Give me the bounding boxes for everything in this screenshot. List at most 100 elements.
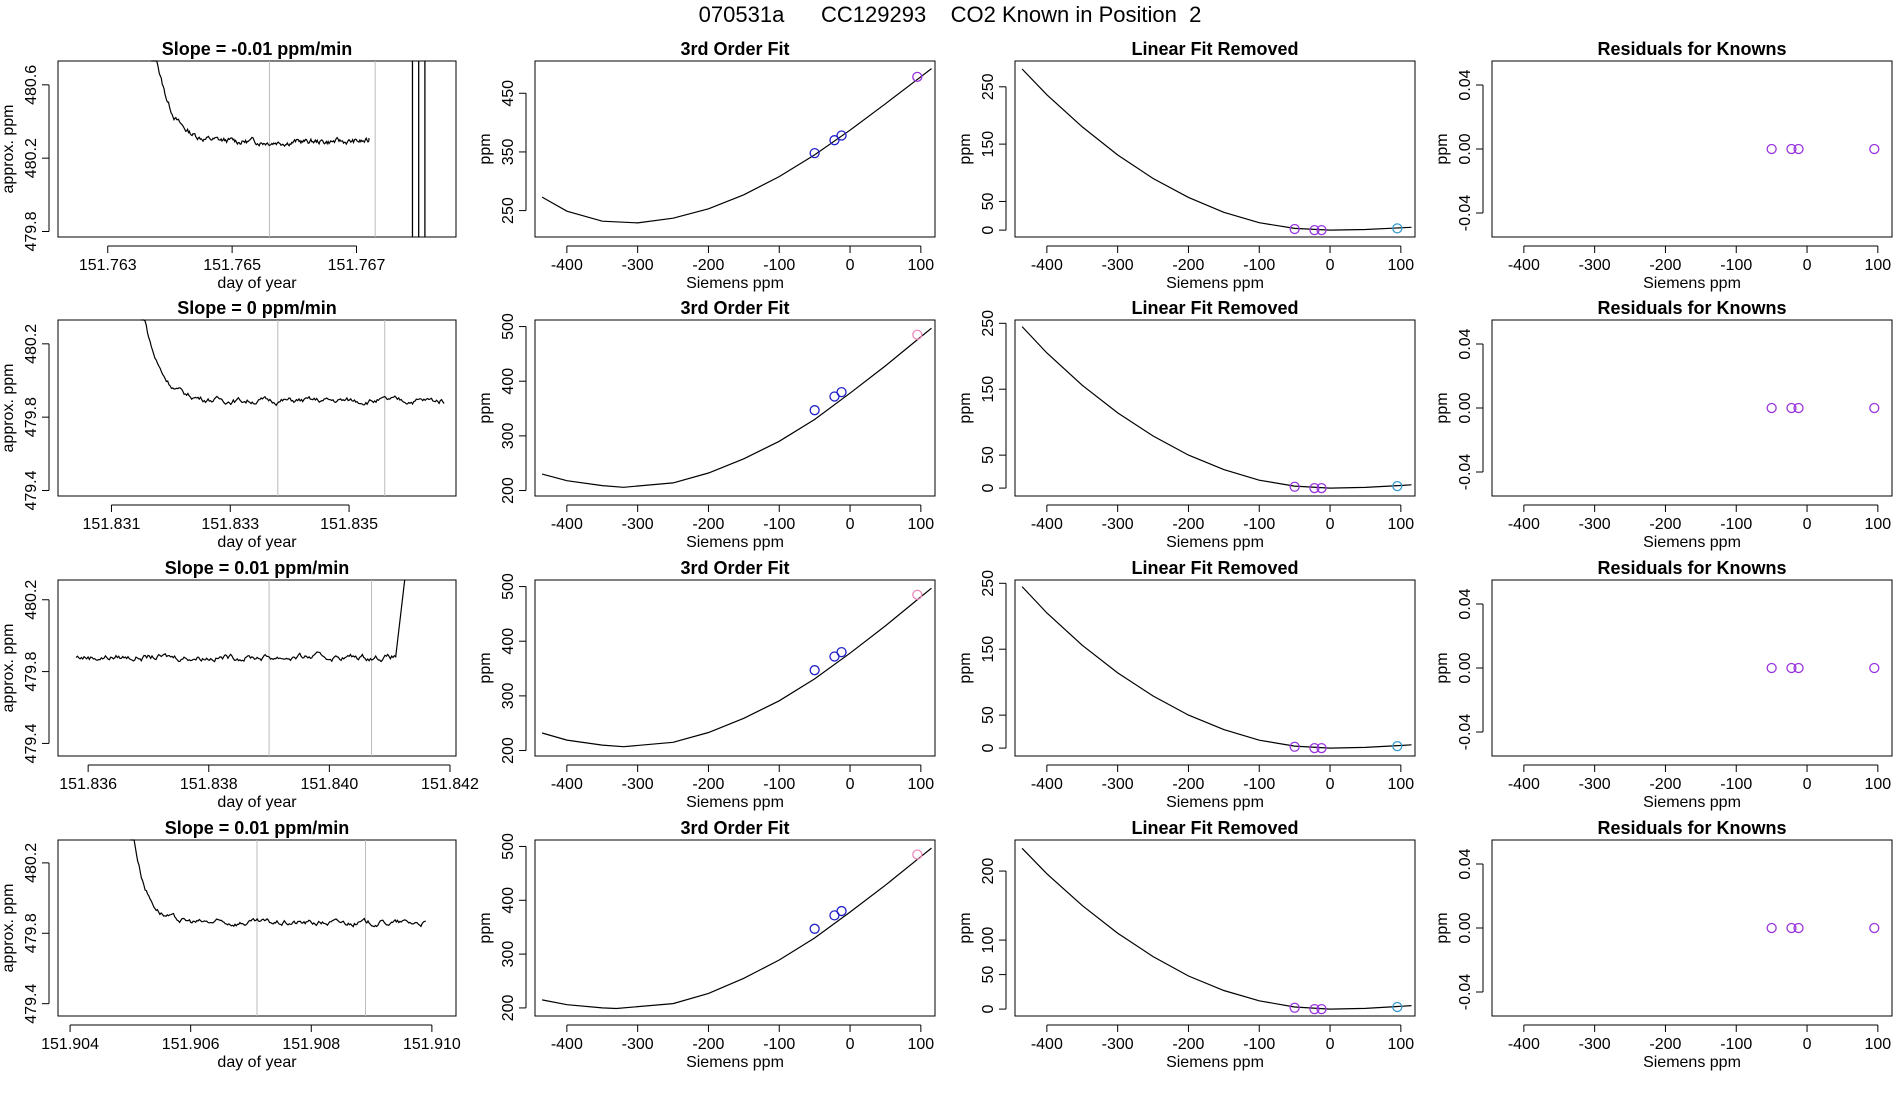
fit-known-point xyxy=(836,386,847,398)
residual-y-tick-label: -0.04 xyxy=(1457,974,1474,1011)
fit-x-tick-label: -100 xyxy=(763,257,795,274)
linear-known-point xyxy=(1392,223,1403,234)
fit-x-tick-label: 100 xyxy=(907,1036,934,1053)
linear-y-axis-label: ppm xyxy=(957,133,974,164)
residual-x-tick-label: -100 xyxy=(1720,516,1752,533)
residual-x-tick-label: 0 xyxy=(1803,776,1812,793)
linear-x-tick-label: 0 xyxy=(1326,516,1335,533)
fit-y-axis-label: ppm xyxy=(477,133,494,164)
linear-frame xyxy=(1014,60,1416,238)
residual-point xyxy=(1869,922,1880,934)
residual-y-axis-label: ppm xyxy=(1434,912,1451,943)
fit-y-tick-label: 250 xyxy=(500,197,517,224)
residual-point xyxy=(1793,922,1804,934)
residual-x-axis-label: Siemens ppm xyxy=(1643,275,1741,292)
linear-x-tick-label: -400 xyxy=(1031,257,1063,274)
fit-x-tick-label: 0 xyxy=(846,257,855,274)
trace-y-tick-label: 479.8 xyxy=(23,913,40,953)
residual-x-tick-label: 100 xyxy=(1864,776,1891,793)
linear-title: Linear Fit Removed xyxy=(1131,298,1298,318)
residual-y-tick-label: 0.04 xyxy=(1457,588,1474,619)
residual-x-tick-label: 0 xyxy=(1803,1036,1812,1053)
linear-known-point xyxy=(1289,741,1300,752)
fit-y-tick-label: 350 xyxy=(500,138,517,165)
linear-x-tick-label: 100 xyxy=(1387,257,1414,274)
linear-curve-line xyxy=(1021,847,1412,1010)
fit-y-tick-label: 450 xyxy=(500,80,517,107)
fit-x-tick-label: -300 xyxy=(622,516,654,533)
trace-x-tick-label: 151.838 xyxy=(180,776,238,793)
fit-x-tick-label: -100 xyxy=(763,776,795,793)
residual-x-tick-label: -300 xyxy=(1579,516,1611,533)
residual-y-tick-label: -0.04 xyxy=(1457,454,1474,491)
trace-y-tick-label: 480.6 xyxy=(23,65,40,105)
fit-x-tick-label: -200 xyxy=(692,257,724,274)
linear-x-tick-label: -400 xyxy=(1031,776,1063,793)
residual-point xyxy=(1766,143,1777,155)
linear-curve-line xyxy=(1021,586,1412,749)
linear-y-tick-label: 150 xyxy=(980,636,997,663)
linear-y-tick-label: 150 xyxy=(980,376,997,403)
residual-frame xyxy=(1491,579,1893,757)
trace-x-axis-label: day of year xyxy=(217,275,297,292)
linear-y-tick-label: 0 xyxy=(980,484,997,493)
fit-x-axis-label: Siemens ppm xyxy=(686,794,784,811)
fit-x-tick-label: 0 xyxy=(846,516,855,533)
residual-point xyxy=(1766,922,1777,934)
concentration-trace-line xyxy=(141,319,445,407)
trace-y-axis-label: approx. ppm xyxy=(0,624,17,713)
fit-x-tick-label: -400 xyxy=(551,516,583,533)
linear-title: Linear Fit Removed xyxy=(1131,818,1298,838)
residual-point xyxy=(1793,662,1804,674)
linear-known-point xyxy=(1316,224,1327,236)
linear-x-tick-label: 100 xyxy=(1387,516,1414,533)
fit-y-axis-label: ppm xyxy=(477,912,494,943)
linear-frame xyxy=(1014,579,1416,757)
fit-x-tick-label: 100 xyxy=(907,257,934,274)
fit-known-point xyxy=(836,646,847,658)
trace-title: Slope = 0 ppm/min xyxy=(177,298,337,318)
residual-y-tick-label: 0.04 xyxy=(1457,848,1474,879)
linear-known-point xyxy=(1309,224,1320,236)
fit-y-axis-label: ppm xyxy=(477,392,494,423)
linear-frame xyxy=(1014,319,1416,497)
fit-x-tick-label: 100 xyxy=(907,516,934,533)
linear-x-tick-label: -200 xyxy=(1172,1036,1204,1053)
residual-frame xyxy=(1491,319,1893,497)
fit-frame xyxy=(534,579,936,757)
residual-y-tick-label: 0.00 xyxy=(1457,133,1474,164)
linear-known-point xyxy=(1289,481,1300,492)
linear-x-tick-label: 0 xyxy=(1326,257,1335,274)
fit-known-point xyxy=(912,849,923,860)
residual-point xyxy=(1786,922,1797,934)
linear-x-tick-label: -100 xyxy=(1243,1036,1275,1053)
trace-x-tick-label: 151.765 xyxy=(203,257,261,274)
fit-x-tick-label: 0 xyxy=(846,776,855,793)
fit-x-tick-label: -300 xyxy=(622,1036,654,1053)
residual-point xyxy=(1786,662,1797,674)
fit-curve-line xyxy=(541,327,932,488)
fit-curve-line xyxy=(541,587,932,748)
residual-point xyxy=(1786,143,1797,155)
fit-frame xyxy=(534,839,936,1017)
fit-y-axis-label: ppm xyxy=(477,652,494,683)
linear-known-point xyxy=(1309,482,1320,494)
fit-title: 3rd Order Fit xyxy=(680,558,789,578)
linear-x-axis-label: Siemens ppm xyxy=(1166,275,1264,292)
fit-y-tick-label: 300 xyxy=(500,682,517,709)
fit-x-tick-label: -300 xyxy=(622,776,654,793)
linear-y-axis-label: ppm xyxy=(957,652,974,683)
trace-frame xyxy=(57,60,457,238)
fit-known-point xyxy=(912,71,923,82)
fit-curve-line xyxy=(541,847,932,1010)
fit-known-point xyxy=(809,405,820,416)
trace-x-tick-label: 151.908 xyxy=(282,1036,340,1053)
fit-x-tick-label: -200 xyxy=(692,516,724,533)
linear-y-tick-label: 50 xyxy=(980,966,997,984)
linear-x-tick-label: -200 xyxy=(1172,776,1204,793)
residual-x-axis-label: Siemens ppm xyxy=(1643,794,1741,811)
residual-y-tick-label: 0.00 xyxy=(1457,912,1474,943)
residual-x-tick-label: -400 xyxy=(1508,1036,1540,1053)
trace-x-axis-label: day of year xyxy=(217,794,297,811)
residual-point xyxy=(1869,143,1880,155)
